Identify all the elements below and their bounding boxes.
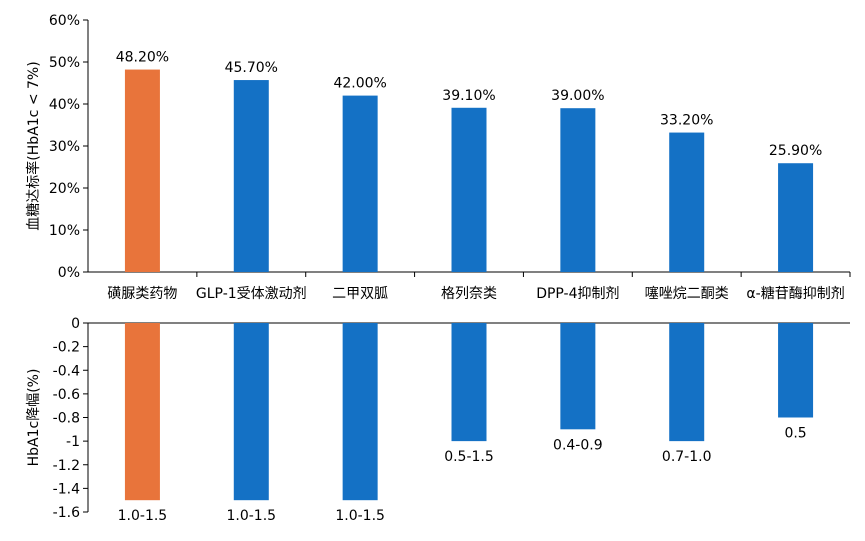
- bottom-y-axis-title: HbA1c降幅(%): [26, 369, 42, 467]
- top-y-tick-label: 0%: [58, 265, 80, 281]
- bottom-y-tick-label: -0.4: [53, 363, 80, 379]
- top-bar-data-label: 39.10%: [442, 88, 495, 104]
- bottom-chart-hba1c-reduction: 0 -0.2 -0.4 -0.6 -0.8 -1 -1.2 -1.4 -1.6 HbA1c降幅(%…: [26, 316, 850, 524]
- top-bar-data-label: 45.70%: [225, 60, 278, 76]
- top-bar: [778, 163, 814, 272]
- bottom-y-tick-label: -1.2: [53, 458, 80, 474]
- category-label: 二甲双胍: [332, 286, 388, 302]
- top-bar: [560, 108, 596, 272]
- top-y-axis-title: 血糖达标率(HbA1c < 7%): [25, 61, 42, 230]
- top-y-tick-label: 20%: [49, 181, 80, 197]
- top-bar-data-label: 48.20%: [116, 50, 169, 66]
- bottom-bar-data-label: 0.4-0.9: [553, 437, 603, 453]
- bottom-y-tick-label: -1.6: [53, 505, 80, 521]
- top-bar: [451, 107, 487, 272]
- top-bar-data-label: 39.00%: [551, 88, 604, 104]
- top-chart-success-rate: 0% 10% 20% 30% 40% 50% 60% 血糖达标率(HbA1c < 7%) 48.…: [25, 13, 851, 302]
- category-label: GLP-1受体激动剂: [196, 285, 307, 302]
- top-y-tick-label: 40%: [49, 97, 80, 113]
- bottom-bar: [342, 323, 378, 501]
- category-label: DPP-4抑制剂: [536, 286, 619, 302]
- category-label: 磺脲类药物: [107, 286, 177, 302]
- bottom-bar: [124, 323, 160, 501]
- bottom-y-tick-label: 0: [71, 316, 80, 332]
- top-y-tick-label: 10%: [49, 223, 80, 239]
- bottom-bar: [560, 323, 596, 430]
- top-bar: [669, 132, 705, 272]
- bottom-bar-data-label: 1.0-1.5: [118, 508, 168, 524]
- bottom-y-tick-label: -1.4: [53, 481, 80, 497]
- bottom-bar: [451, 323, 487, 442]
- bottom-y-tick-label: -0.8: [53, 411, 80, 427]
- top-bar-data-label: 25.90%: [769, 143, 822, 159]
- top-bar-data-label: 33.20%: [660, 113, 713, 129]
- bottom-bar-data-label: 1.0-1.5: [226, 508, 276, 524]
- top-y-tick-label: 30%: [49, 139, 80, 155]
- top-bar: [124, 69, 160, 272]
- category-label: 格列奈类: [441, 286, 497, 302]
- bottom-bar: [778, 323, 814, 418]
- top-bar: [233, 80, 269, 272]
- bottom-bar: [669, 323, 705, 442]
- category-label: α-糖苷酶抑制剂: [746, 286, 844, 302]
- bottom-y-tick-label: -0.2: [53, 340, 80, 356]
- bottom-bar: [233, 323, 269, 501]
- top-bar: [342, 95, 378, 272]
- bottom-bar-data-label: 0.5: [784, 426, 806, 442]
- bottom-bar-data-label: 0.5-1.5: [444, 449, 494, 465]
- top-bar-data-label: 42.00%: [333, 76, 386, 92]
- bottom-y-tick-label: -1: [66, 434, 80, 450]
- top-y-tick-label: 60%: [49, 13, 80, 29]
- bottom-y-tick-label: -0.6: [53, 387, 80, 403]
- bottom-bar-data-label: 0.7-1.0: [662, 449, 712, 465]
- category-label: 噻唑烷二酮类: [645, 285, 729, 302]
- top-y-tick-label: 50%: [49, 55, 80, 71]
- bottom-bar-data-label: 1.0-1.5: [335, 508, 385, 524]
